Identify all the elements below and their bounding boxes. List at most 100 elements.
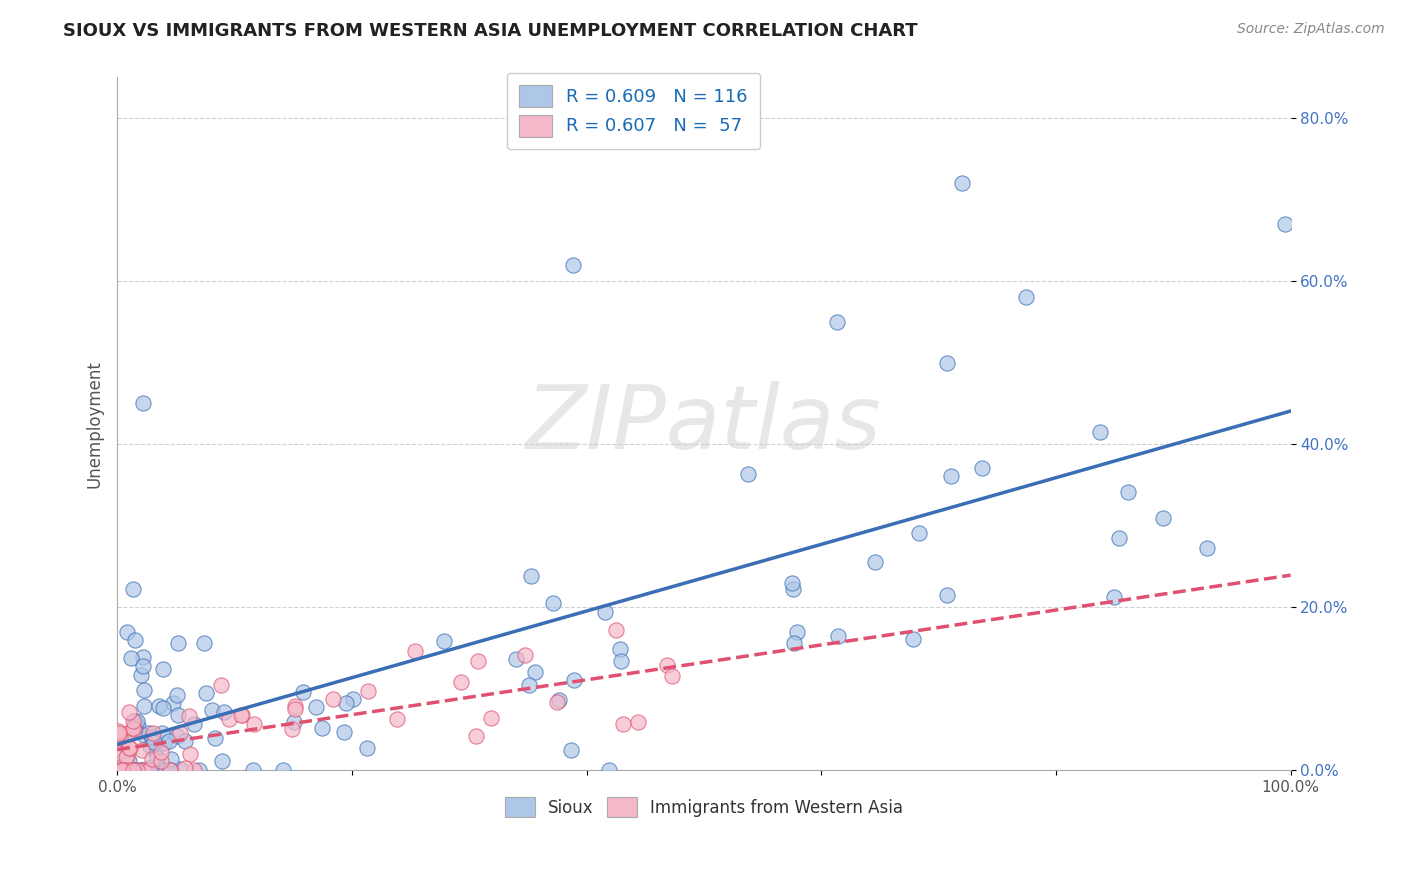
Point — [160, 752, 183, 766]
Point — [107, 746, 129, 760]
Point — [593, 605, 616, 619]
Point — [139, 739, 162, 753]
Point — [142, 763, 165, 777]
Point — [523, 665, 546, 679]
Point — [129, 763, 152, 777]
Point — [136, 763, 159, 777]
Point — [132, 763, 155, 777]
Point — [108, 736, 131, 750]
Point — [122, 582, 145, 596]
Point — [169, 762, 191, 776]
Point — [479, 711, 502, 725]
Point — [231, 708, 253, 723]
Y-axis label: Unemployment: Unemployment — [86, 359, 103, 488]
Point — [149, 745, 172, 759]
Point — [107, 723, 129, 738]
Text: ZIPatlas: ZIPatlas — [526, 381, 882, 467]
Point — [655, 658, 678, 673]
Point — [115, 763, 138, 777]
Point — [827, 629, 849, 643]
Point — [157, 734, 180, 748]
Point — [115, 763, 138, 777]
Point — [110, 763, 132, 777]
Point — [146, 750, 169, 764]
Point — [612, 717, 634, 731]
Point — [143, 735, 166, 749]
Point — [136, 763, 159, 777]
Point — [291, 684, 314, 698]
Point — [560, 743, 582, 757]
Point — [114, 750, 136, 764]
Point — [322, 691, 344, 706]
Point — [162, 696, 184, 710]
Point — [142, 726, 165, 740]
Point — [143, 744, 166, 758]
Point — [1108, 532, 1130, 546]
Point — [118, 754, 141, 768]
Point — [605, 624, 627, 638]
Point — [609, 641, 631, 656]
Point — [131, 763, 153, 777]
Point — [141, 731, 163, 745]
Point — [609, 654, 631, 668]
Point — [357, 684, 380, 698]
Point — [941, 468, 963, 483]
Point — [132, 763, 155, 777]
Point — [356, 741, 378, 756]
Point — [150, 726, 173, 740]
Point — [125, 763, 148, 777]
Point — [505, 652, 527, 666]
Point — [108, 725, 131, 739]
Point — [242, 763, 264, 777]
Point — [120, 763, 142, 777]
Point — [132, 728, 155, 742]
Point — [385, 713, 408, 727]
Point — [153, 763, 176, 777]
Point — [1152, 510, 1174, 524]
Point — [111, 731, 134, 746]
Point — [333, 725, 356, 739]
Point — [825, 315, 848, 329]
Point — [183, 717, 205, 731]
Point — [107, 728, 129, 742]
Point — [547, 692, 569, 706]
Point — [1118, 485, 1140, 500]
Point — [903, 632, 925, 646]
Point — [117, 763, 139, 777]
Point — [112, 763, 135, 777]
Point — [152, 662, 174, 676]
Point — [131, 659, 153, 673]
Text: SIOUX VS IMMIGRANTS FROM WESTERN ASIA UNEMPLOYMENT CORRELATION CHART: SIOUX VS IMMIGRANTS FROM WESTERN ASIA UN… — [63, 22, 918, 40]
Point — [122, 721, 145, 735]
Point — [936, 588, 959, 602]
Point — [204, 731, 226, 745]
Point — [166, 636, 188, 650]
Point — [179, 747, 201, 761]
Point — [193, 635, 215, 649]
Point — [115, 748, 138, 763]
Point — [132, 699, 155, 714]
Point — [124, 718, 146, 732]
Point — [159, 763, 181, 777]
Point — [283, 714, 305, 729]
Point — [661, 669, 683, 683]
Point — [134, 682, 156, 697]
Point — [174, 734, 197, 748]
Point — [183, 763, 205, 777]
Point — [149, 754, 172, 768]
Point — [160, 763, 183, 777]
Text: Source: ZipAtlas.com: Source: ZipAtlas.com — [1237, 22, 1385, 37]
Point — [1015, 290, 1038, 304]
Point — [118, 741, 141, 756]
Point — [141, 752, 163, 766]
Point — [546, 695, 568, 709]
Point — [342, 691, 364, 706]
Point — [122, 763, 145, 777]
Point — [782, 582, 804, 596]
Point — [517, 678, 540, 692]
Legend: Sioux, Immigrants from Western Asia: Sioux, Immigrants from Western Asia — [498, 790, 910, 824]
Point — [124, 633, 146, 648]
Point — [120, 651, 142, 665]
Point — [231, 707, 253, 722]
Point — [863, 555, 886, 569]
